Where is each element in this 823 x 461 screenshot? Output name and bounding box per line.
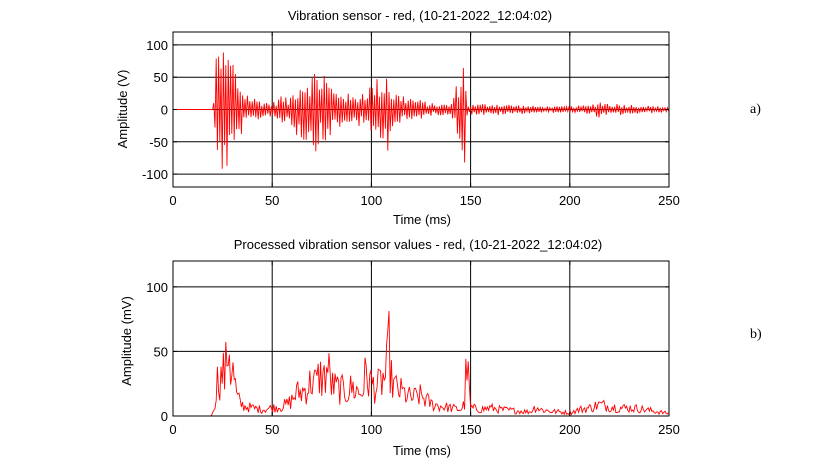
x-tick-label: 250 xyxy=(658,193,680,208)
x-tick-label: 250 xyxy=(658,422,680,437)
y-tick-label: 50 xyxy=(154,70,168,85)
chart-title: Processed vibration sensor values - red,… xyxy=(234,237,603,252)
x-tick-label: 150 xyxy=(460,193,482,208)
x-tick-label: 100 xyxy=(361,422,383,437)
x-tick-label: 0 xyxy=(169,422,176,437)
x-tick-label: 50 xyxy=(265,193,279,208)
series-line xyxy=(173,310,669,417)
chart-vibration-raw: Vibration sensor - red, (10-21-2022_12:0… xyxy=(115,8,680,227)
chart-title: Vibration sensor - red, (10-21-2022_12:0… xyxy=(288,8,552,23)
chart-vibration-processed: Processed vibration sensor values - red,… xyxy=(119,237,680,458)
series-line xyxy=(173,52,670,169)
panel-label-b: b) xyxy=(750,327,762,342)
x-tick-label: 100 xyxy=(361,193,383,208)
x-axis-label: Time (ms) xyxy=(393,443,451,458)
x-tick-label: 150 xyxy=(460,422,482,437)
y-tick-label: 0 xyxy=(161,409,168,424)
plot-frame xyxy=(172,260,670,417)
x-axis-label: Time (ms) xyxy=(393,212,451,227)
panel-label-a: a) xyxy=(750,102,761,117)
y-tick-label: 100 xyxy=(146,280,168,295)
y-tick-label: 100 xyxy=(146,38,168,53)
y-tick-label: -50 xyxy=(149,135,168,150)
y-tick-label: -100 xyxy=(142,167,168,182)
y-axis-label: Amplitude (V) xyxy=(115,70,130,149)
y-tick-label: 0 xyxy=(161,103,168,118)
y-tick-label: 50 xyxy=(154,344,168,359)
x-tick-label: 200 xyxy=(559,422,581,437)
x-tick-label: 200 xyxy=(559,193,581,208)
x-tick-label: 0 xyxy=(169,193,176,208)
y-axis-label: Amplitude (mV) xyxy=(119,296,134,386)
x-tick-label: 50 xyxy=(265,422,279,437)
